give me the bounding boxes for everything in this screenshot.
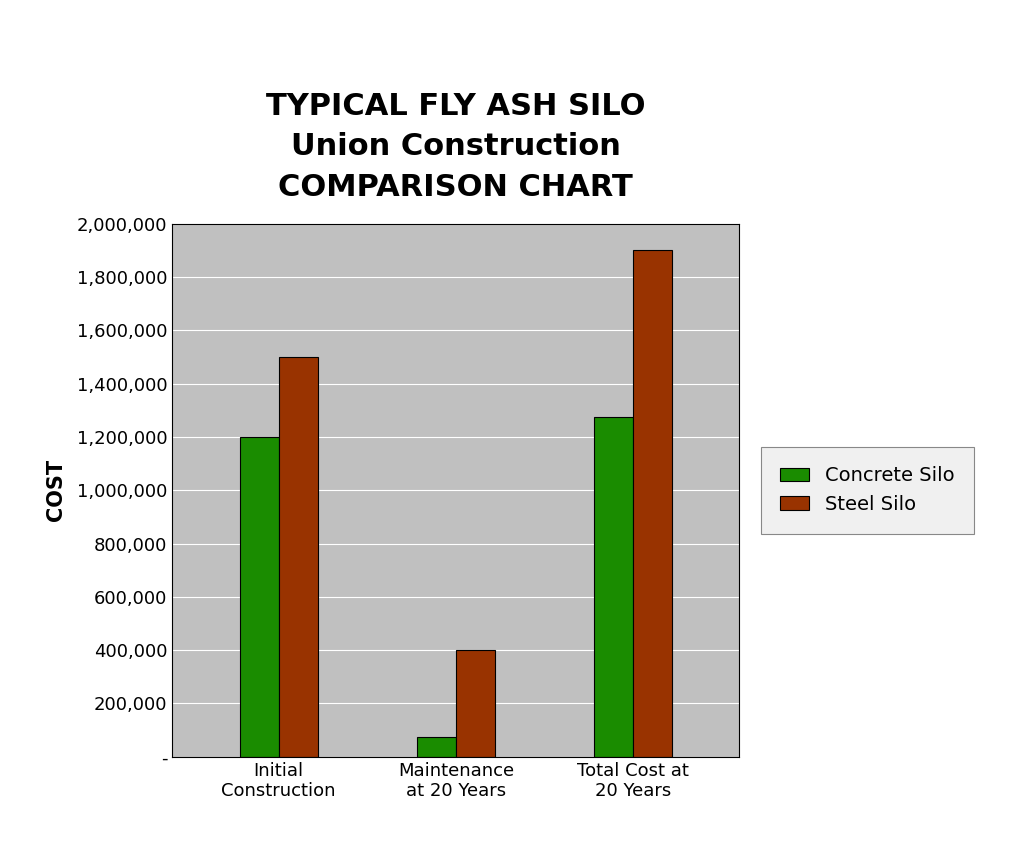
- Title: TYPICAL FLY ASH SILO
Union Construction
COMPARISON CHART: TYPICAL FLY ASH SILO Union Construction …: [266, 92, 645, 202]
- Legend: Concrete Silo, Steel Silo: Concrete Silo, Steel Silo: [761, 447, 973, 533]
- Y-axis label: COST: COST: [46, 459, 66, 521]
- Bar: [279, 357, 318, 757]
- Bar: [594, 417, 633, 757]
- Bar: [417, 737, 456, 757]
- Bar: [240, 437, 279, 757]
- Bar: [456, 650, 494, 757]
- Bar: [633, 250, 673, 757]
